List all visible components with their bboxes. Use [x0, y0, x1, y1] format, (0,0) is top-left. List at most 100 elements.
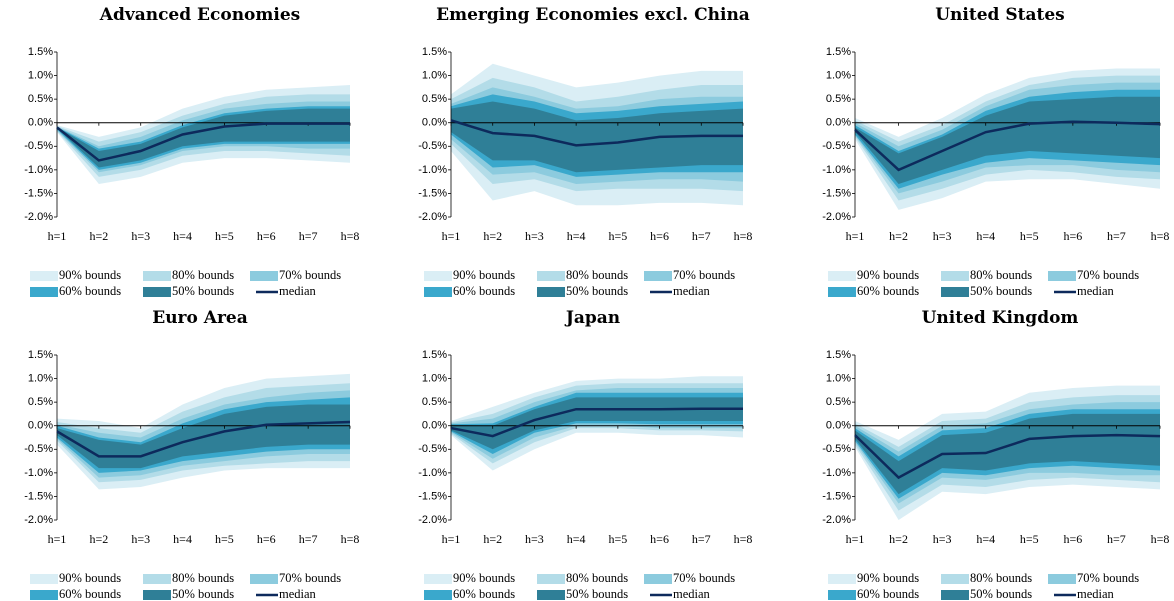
x-tick-label: h=5 — [215, 532, 234, 546]
legend-label: 60% bounds — [59, 284, 121, 298]
legend-swatch — [941, 574, 969, 584]
legend-swatch — [424, 271, 452, 281]
y-tick-label: 0.0% — [422, 117, 447, 129]
x-tick-label: h=3 — [525, 229, 544, 243]
x-tick-label: h=7 — [692, 229, 711, 243]
x-tick-label: h=5 — [215, 229, 234, 243]
y-tick-label: -1.0% — [24, 467, 53, 479]
legend-label: median — [673, 284, 711, 298]
y-tick-label: 0.0% — [826, 420, 851, 432]
y-tick-label: -0.5% — [24, 140, 53, 152]
y-tick-label: -0.5% — [822, 443, 851, 455]
x-tick-label: h=1 — [48, 532, 67, 546]
x-tick-label: h=2 — [89, 229, 108, 243]
y-tick-label: -1.5% — [418, 187, 447, 199]
y-tick-label: -0.5% — [418, 443, 447, 455]
band — [855, 413, 1160, 495]
band — [451, 397, 743, 450]
legend-label: 80% bounds — [970, 571, 1032, 585]
legend-swatch — [30, 574, 58, 584]
x-tick-label: h=6 — [257, 532, 276, 546]
x-tick-label: h=5 — [608, 532, 627, 546]
y-tick-label: -1.0% — [418, 467, 447, 479]
legend-swatch — [1048, 271, 1076, 281]
legend-swatch — [537, 574, 565, 584]
y-tick-label: 1.5% — [826, 46, 851, 58]
y-tick-label: 1.0% — [422, 372, 447, 384]
legend-swatch — [30, 287, 58, 297]
legend-swatch — [828, 287, 856, 297]
legend-swatch — [143, 574, 171, 584]
median-line — [56, 122, 350, 162]
y-tick-label: 1.5% — [422, 349, 447, 361]
legend-label: 50% bounds — [172, 284, 234, 298]
legend-label: 50% bounds — [970, 587, 1032, 601]
legend-label: median — [1077, 284, 1115, 298]
x-tick-label: h=6 — [257, 229, 276, 243]
legend-swatch — [941, 271, 969, 281]
legend-label: median — [279, 284, 317, 298]
y-tick-label: 0.0% — [28, 117, 53, 129]
x-tick-label: h=1 — [48, 229, 67, 243]
x-tick-label: h=1 — [846, 532, 865, 546]
legend-swatch — [424, 590, 452, 600]
legend-swatch — [143, 287, 171, 297]
legend-swatch — [250, 574, 278, 584]
legend-label: 70% bounds — [673, 268, 735, 282]
x-tick-label: h=7 — [1107, 532, 1126, 546]
legend-label: 90% bounds — [59, 571, 121, 585]
y-tick-label: -1.0% — [418, 164, 447, 176]
x-tick-label: h=2 — [483, 532, 502, 546]
legend-swatch — [828, 574, 856, 584]
y-tick-label: 0.0% — [826, 117, 851, 129]
y-tick-label: 0.5% — [28, 396, 53, 408]
y-tick-label: 1.0% — [28, 372, 53, 384]
chart-title: United Kingdom — [922, 308, 1079, 328]
x-tick-label: h=2 — [889, 229, 908, 243]
y-tick-label: 1.5% — [28, 46, 53, 58]
x-tick-label: h=7 — [692, 532, 711, 546]
legend-label: 80% bounds — [172, 268, 234, 282]
x-tick-label: h=3 — [131, 229, 150, 243]
y-tick-label: 0.5% — [28, 93, 53, 105]
y-tick-label: -2.0% — [418, 211, 447, 223]
median-line — [450, 119, 743, 147]
x-tick-label: h=5 — [1020, 229, 1039, 243]
legend-swatch — [828, 590, 856, 600]
y-tick-label: -1.0% — [24, 164, 53, 176]
y-tick-label: 1.0% — [422, 69, 447, 81]
y-tick-label: -1.5% — [822, 187, 851, 199]
y-tick-label: -1.5% — [24, 490, 53, 502]
legend-label: 80% bounds — [566, 571, 628, 585]
legend-swatch — [941, 590, 969, 600]
x-tick-label: h=4 — [567, 532, 586, 546]
legend-label: 60% bounds — [857, 284, 919, 298]
legend-label: 60% bounds — [59, 587, 121, 601]
x-tick-label: h=2 — [89, 532, 108, 546]
y-tick-label: 1.5% — [28, 349, 53, 361]
x-tick-label: h=1 — [846, 229, 865, 243]
legend-label: 90% bounds — [59, 268, 121, 282]
legend-swatch — [644, 574, 672, 584]
x-tick-label: h=4 — [976, 532, 995, 546]
y-tick-label: 0.5% — [422, 93, 447, 105]
legend-swatch — [941, 287, 969, 297]
chart-title: United States — [935, 5, 1065, 25]
legend-label: 60% bounds — [453, 284, 515, 298]
legend-label: 70% bounds — [673, 571, 735, 585]
y-tick-label: -2.0% — [24, 514, 53, 526]
x-tick-label: h=1 — [442, 229, 461, 243]
y-tick-label: 0.0% — [422, 420, 447, 432]
x-tick-label: h=4 — [976, 229, 995, 243]
legend-label: 80% bounds — [566, 268, 628, 282]
legend-label: 50% bounds — [172, 587, 234, 601]
x-tick-label: h=7 — [1107, 229, 1126, 243]
x-tick-label: h=1 — [442, 532, 461, 546]
legend-label: median — [673, 587, 711, 601]
legend-swatch — [30, 271, 58, 281]
legend-label: 50% bounds — [566, 587, 628, 601]
y-tick-label: 1.5% — [826, 349, 851, 361]
legend-label: median — [279, 587, 317, 601]
legend-swatch — [828, 271, 856, 281]
legend-swatch — [30, 590, 58, 600]
